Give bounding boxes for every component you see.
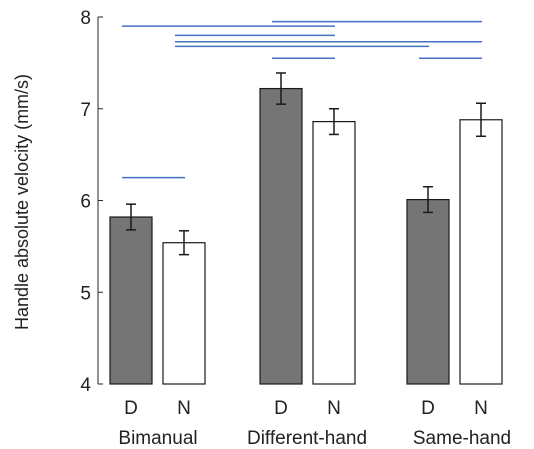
- group-label: Same-hand: [413, 428, 511, 449]
- y-tick-label: 8: [80, 8, 91, 29]
- y-axis-label: Handle absolute velocity (mm/s): [12, 74, 32, 330]
- x-tick-label: N: [327, 398, 341, 419]
- bar: [109, 216, 153, 385]
- x-tick-label: N: [177, 398, 191, 419]
- y-tick-label: 5: [80, 283, 91, 304]
- bar: [259, 87, 303, 385]
- group-label: Bimanual: [118, 428, 197, 449]
- bar: [459, 119, 503, 385]
- bar: [312, 120, 356, 385]
- x-tick-label: D: [124, 398, 138, 419]
- x-tick-label: N: [474, 398, 488, 419]
- y-tick-label: 6: [80, 192, 91, 213]
- x-tick-label: D: [274, 398, 288, 419]
- bar: [162, 242, 206, 385]
- bar: [406, 198, 450, 385]
- y-tick-label: 7: [80, 100, 91, 121]
- y-tick-label: 4: [80, 375, 91, 396]
- x-tick-label: D: [421, 398, 435, 419]
- group-label: Different-hand: [247, 428, 367, 449]
